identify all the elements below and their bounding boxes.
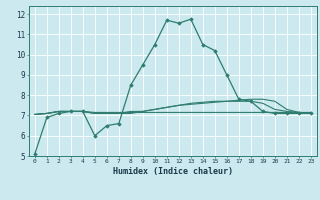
X-axis label: Humidex (Indice chaleur): Humidex (Indice chaleur) bbox=[113, 167, 233, 176]
